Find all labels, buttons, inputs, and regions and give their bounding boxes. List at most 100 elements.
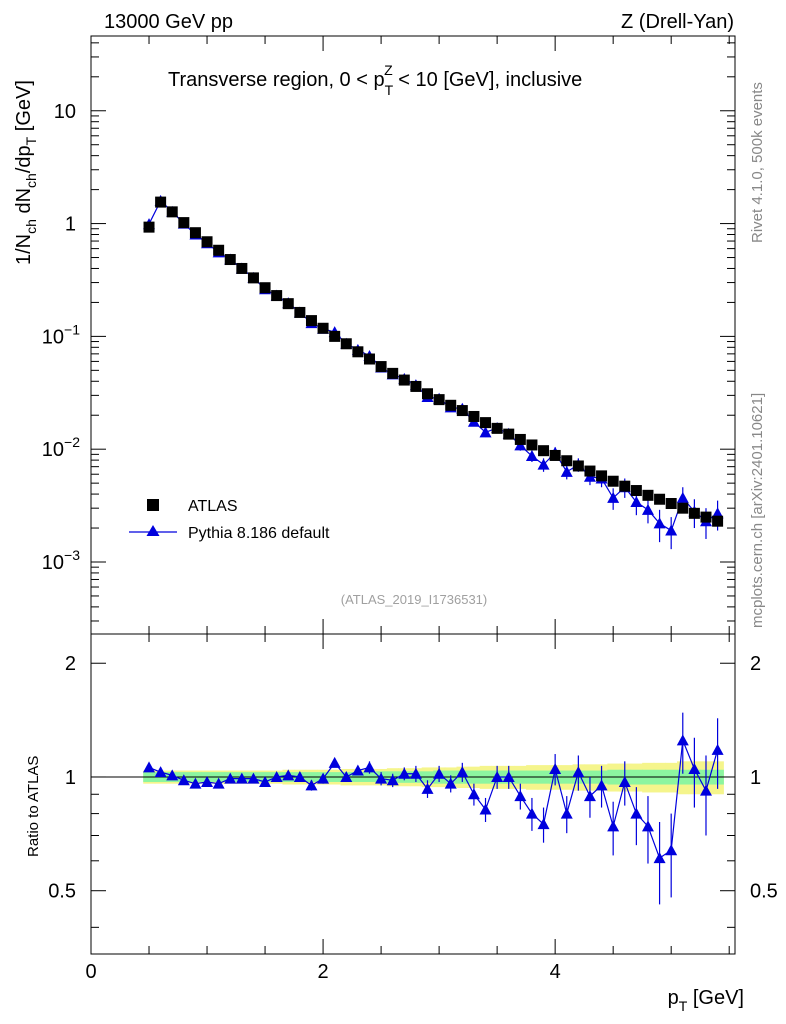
pythia-ratio-point <box>525 807 538 819</box>
main-y-tick-label: 1 <box>65 214 76 236</box>
atlas-point <box>596 470 608 482</box>
pythia-ratio-point <box>502 770 515 782</box>
atlas-point <box>305 315 317 327</box>
pythia-point <box>607 491 620 503</box>
pythia-ratio-point <box>641 820 654 832</box>
ratio-y-tick-label-left: 2 <box>65 653 76 675</box>
atlas-series <box>143 196 724 527</box>
pythia-ratio-point <box>676 734 689 746</box>
atlas-point <box>654 493 666 505</box>
atlas-point <box>363 353 375 365</box>
x-axis-label: pT [GeV] <box>668 987 744 1014</box>
atlas-point <box>572 460 584 472</box>
atlas-point <box>480 417 492 429</box>
pythia-ratio-point <box>595 779 608 791</box>
pythia-ratio-point <box>607 820 620 832</box>
atlas-point <box>410 380 422 392</box>
pythia-ratio-point <box>699 784 712 796</box>
atlas-point <box>503 428 515 440</box>
main-axis-ticks <box>90 36 735 634</box>
atlas-point <box>549 449 561 461</box>
ratio-y-tick-label-right: 1 <box>750 767 761 789</box>
atlas-point <box>398 374 410 386</box>
pythia-ratio-point <box>688 762 701 774</box>
pythia-point <box>641 503 654 515</box>
main-title: Transverse region, 0 < pTZ < 10 [GeV], i… <box>168 62 582 98</box>
atlas-point <box>340 338 352 350</box>
atlas-point <box>189 227 201 239</box>
pythia-ratio-point <box>433 767 446 779</box>
pythia-ratio-point <box>479 803 492 815</box>
atlas-point <box>375 361 387 373</box>
pythia-ratio-point <box>456 766 469 778</box>
pythia-ratio-point <box>560 807 573 819</box>
x-tick-label: 0 <box>85 961 96 983</box>
atlas-point <box>155 196 167 208</box>
atlas-point <box>491 422 503 434</box>
atlas-point <box>433 394 445 406</box>
atlas-point <box>456 405 468 417</box>
atlas-point <box>178 217 190 229</box>
pythia-ratio-point <box>711 743 724 755</box>
process-label: Z (Drell-Yan) <box>621 11 734 33</box>
analysis-id-label: (ATLAS_2019_I1736531) <box>341 592 487 607</box>
pythia-ratio-point <box>328 756 341 768</box>
atlas-point <box>166 206 178 218</box>
ratio-axis-ticks <box>90 634 735 954</box>
atlas-point <box>352 346 364 358</box>
atlas-point <box>677 502 689 514</box>
pythia-ratio-point <box>212 777 225 789</box>
pythia-ratio-point <box>537 818 550 830</box>
pythia-ratio-point <box>409 767 422 779</box>
legend: ATLAS Pythia 8.186 default <box>129 498 330 542</box>
atlas-point <box>561 455 573 467</box>
pythia-ratio-point <box>293 770 306 782</box>
x-tick-label: 2 <box>318 961 329 983</box>
pythia-ratio-point <box>375 772 388 784</box>
atlas-point <box>236 262 248 274</box>
pythia-ratio-point <box>665 844 678 856</box>
atlas-point <box>143 221 155 233</box>
pythia-ratio-point <box>572 766 585 778</box>
pythia-point <box>479 426 492 438</box>
main-y-tick-exp: −2 <box>64 434 80 450</box>
legend-pythia-label: Pythia 8.186 default <box>188 525 330 542</box>
atlas-point <box>712 515 724 527</box>
pythia-point <box>676 491 689 503</box>
pythia-ratio-point <box>653 852 666 864</box>
legend-atlas-label: ATLAS <box>188 498 238 515</box>
pythia-ratio-point <box>143 761 156 773</box>
atlas-point <box>688 507 700 519</box>
atlas-point <box>445 399 457 411</box>
pythia-line <box>148 199 718 532</box>
pythia-ratio-point <box>224 772 237 784</box>
rivet-label: Rivet 4.1.0, 500k events <box>749 82 766 243</box>
pythia-ratio-point <box>351 764 364 776</box>
mcplots-label: mcplots.cern.ch [arXiv:2401.10621] <box>749 393 766 628</box>
pythia-ratio-point <box>467 788 480 800</box>
atlas-point <box>294 306 306 318</box>
pythia-ratio-point <box>386 774 399 786</box>
ratio-y-tick-label-right: 0.5 <box>750 881 778 903</box>
atlas-point <box>700 511 712 523</box>
x-tick-label: 4 <box>550 961 561 983</box>
pythia-point <box>525 450 538 462</box>
pythia-ratio-point <box>270 770 283 782</box>
pythia-ratio-line <box>148 740 719 860</box>
pythia-ratio-point <box>444 777 457 789</box>
pythia-ratio-point <box>514 790 527 802</box>
main-y-tick-base: 10 <box>42 552 64 574</box>
pythia-ratio-point <box>549 762 562 774</box>
atlas-point <box>247 272 259 284</box>
atlas-point <box>526 439 538 451</box>
pythia-ratio-point <box>201 775 214 787</box>
ratio-y-tick-label-right: 2 <box>750 653 761 675</box>
atlas-point <box>630 485 642 497</box>
ratio-y-axis-label: Ratio to ATLAS <box>25 756 42 857</box>
main-y-tick-base: 10 <box>42 439 64 461</box>
atlas-point <box>619 480 631 492</box>
main-y-tick-base: 10 <box>42 326 64 348</box>
